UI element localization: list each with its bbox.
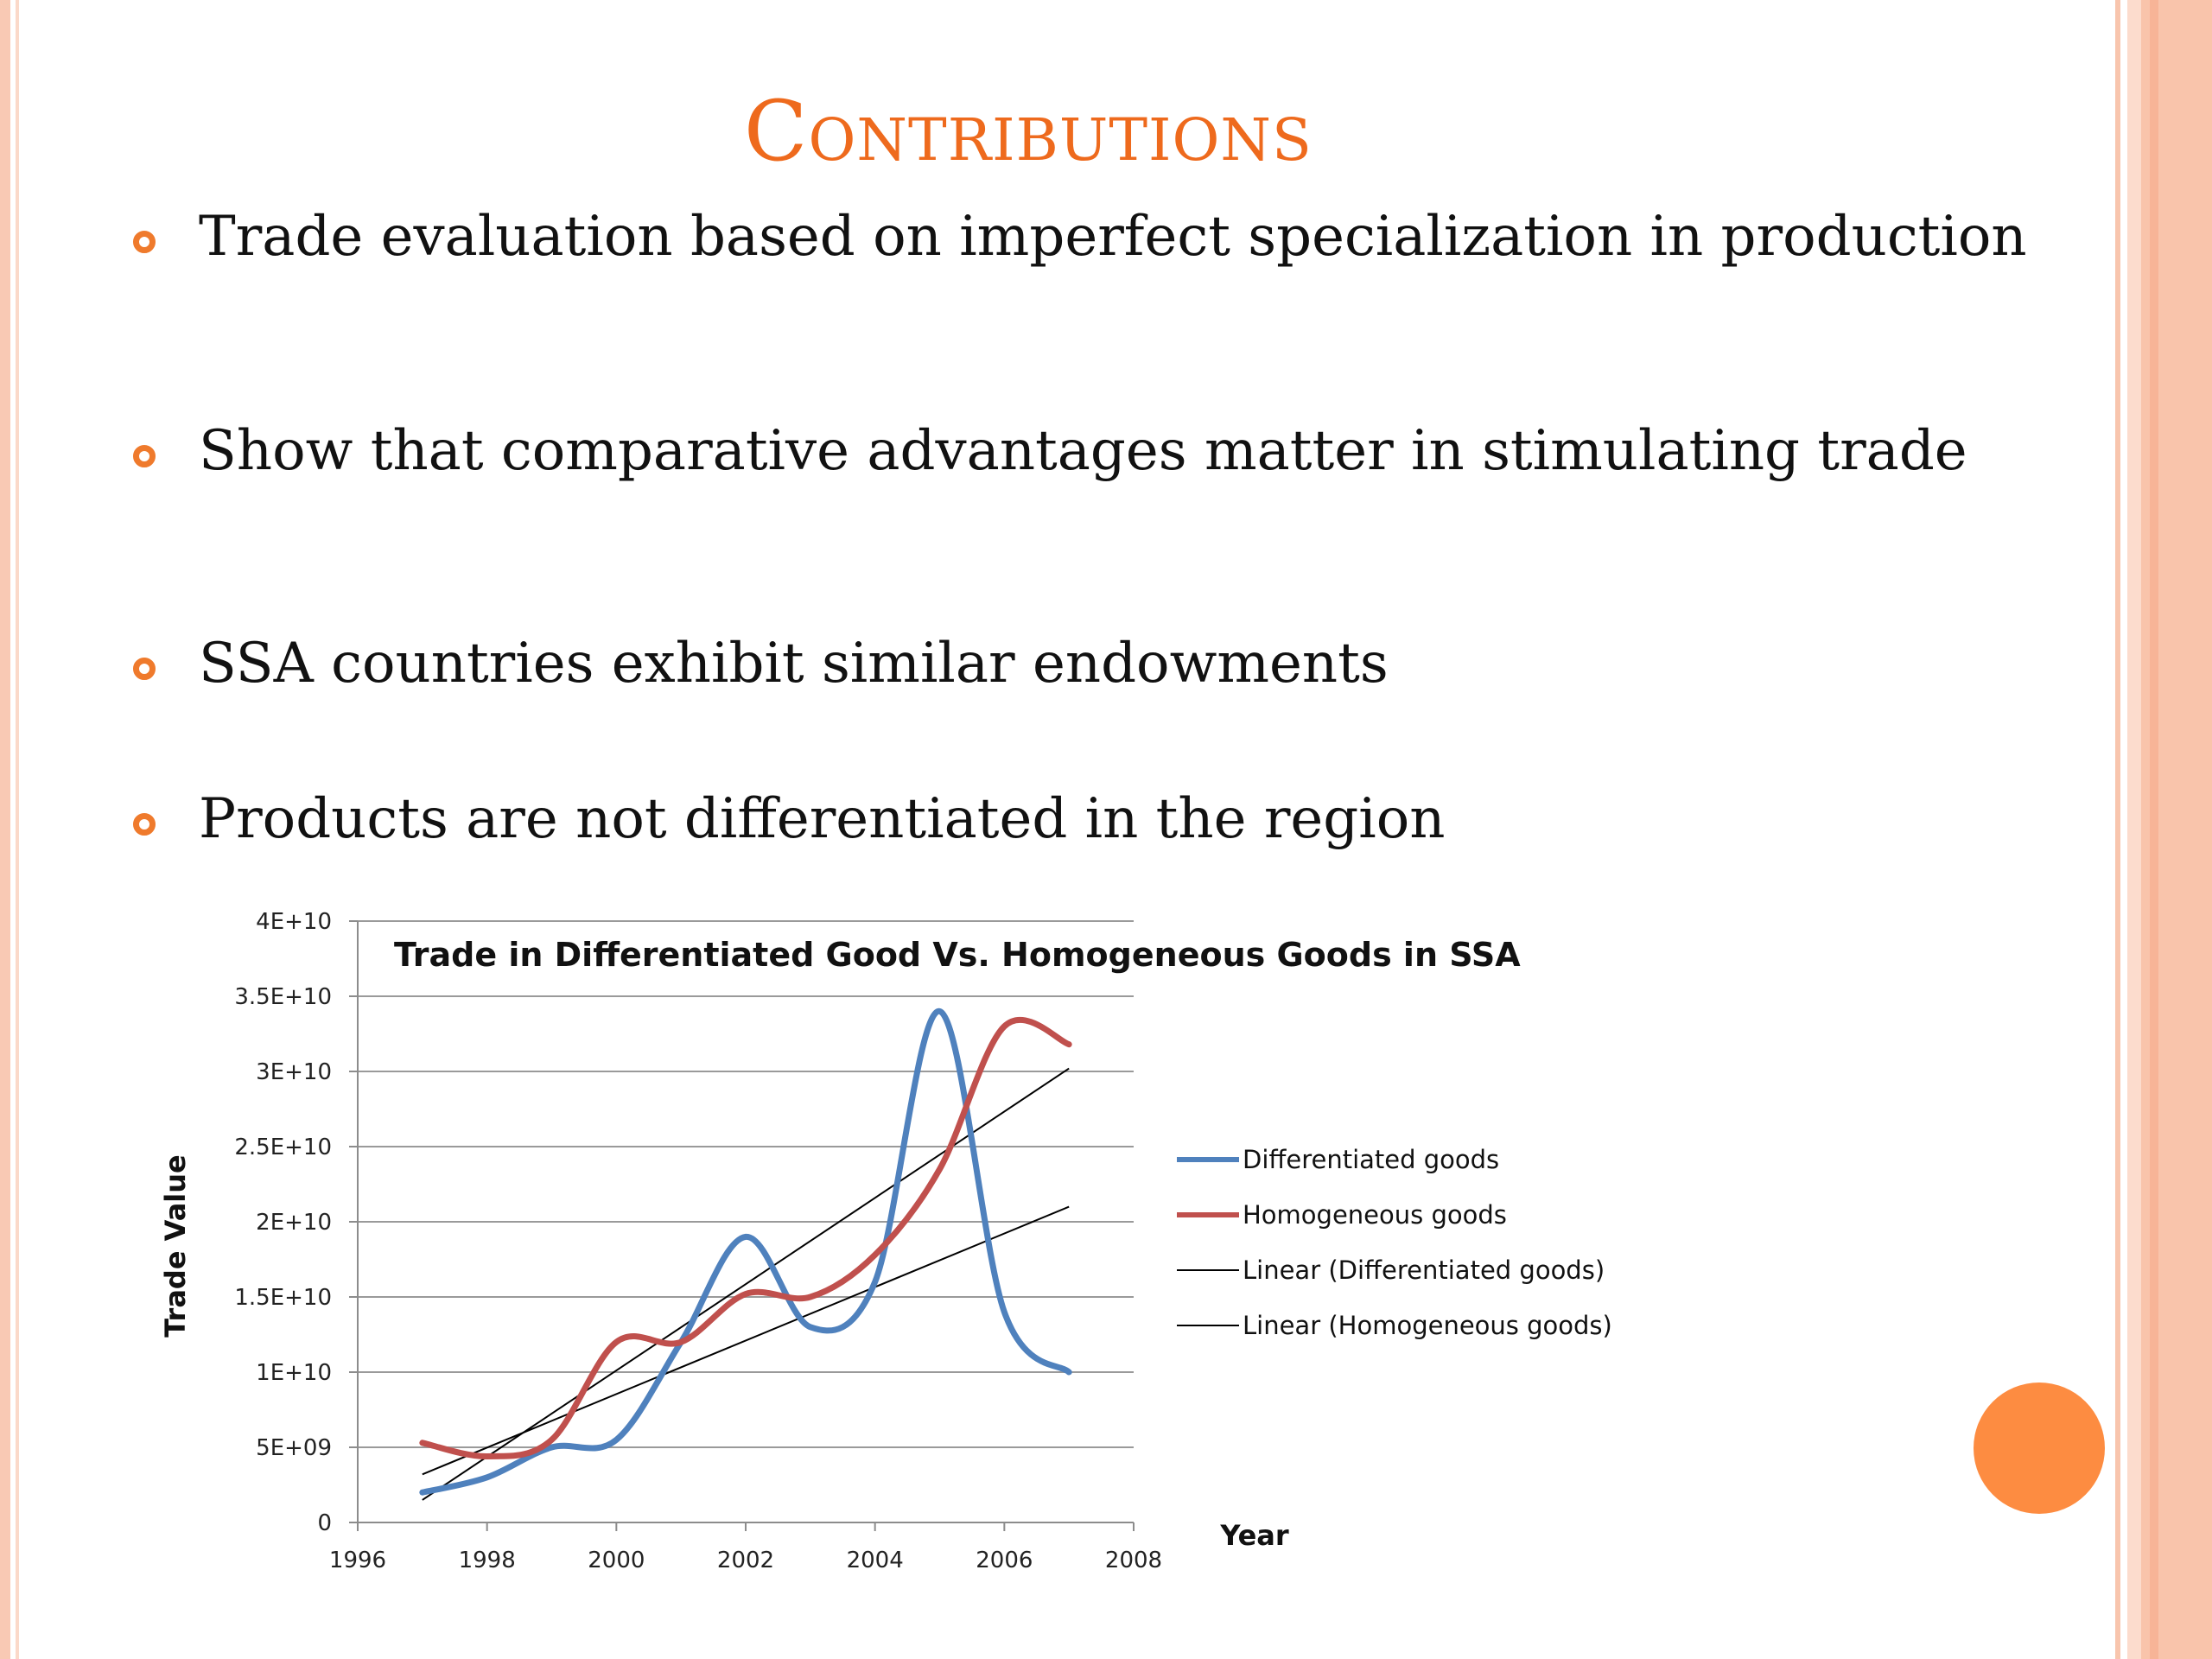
chart-gridlines: [358, 920, 1134, 1448]
series-lines: [419, 1007, 1072, 1496]
series-line: [419, 1007, 1072, 1496]
x-tick-label: 2006: [976, 1548, 1033, 1573]
chart-title: Trade in Differentiated Good Vs. Homogen…: [394, 936, 1521, 974]
right-border-line: [2115, 0, 2120, 1659]
bullet-text-3: SSA countries exhibit similar endowments: [199, 632, 1389, 696]
y-tick-label: 3E+10: [256, 1059, 332, 1085]
series-line: [419, 1017, 1072, 1459]
right-border-strip-light: [2127, 0, 2141, 1659]
y-tick-label: 3.5E+10: [234, 984, 332, 1010]
y-axis-title: Trade Value: [159, 1154, 192, 1338]
x-axis-title: Year: [1219, 1519, 1289, 1552]
x-tick-label: 2008: [1105, 1548, 1162, 1573]
x-tick-label: 2002: [717, 1548, 774, 1573]
bullet-icon: [133, 231, 156, 253]
bullet-text-1: Trade evaluation based on imperfect spec…: [199, 205, 2027, 269]
trendline: [422, 1067, 1070, 1501]
chart-legend: Differentiated goods Homogeneous goods Lin…: [1177, 1145, 1612, 1340]
y-tick-label: 2.5E+10: [234, 1135, 332, 1160]
bullet-icon: [133, 445, 156, 467]
y-tick-label: 1.5E+10: [234, 1285, 332, 1311]
x-tick-label: 1996: [329, 1548, 386, 1573]
y-tick-label: 0: [317, 1510, 332, 1536]
legend-label: Homogeneous goods: [1243, 1200, 1507, 1230]
trendline: [422, 1205, 1070, 1476]
bullet-text-4: Products are not differentiated in the r…: [199, 787, 1446, 851]
bullet-icon: [133, 813, 156, 836]
slide-title: Contributions: [744, 83, 1313, 180]
x-tick-label: 1998: [459, 1548, 516, 1573]
chart-axes: 0 5E+09 1E+10 1.5E+10 2E+10 2.5E+10 3E+10 3.5E+…: [234, 909, 1162, 1573]
legend-label: Linear (Differentiated goods): [1243, 1255, 1605, 1285]
right-border-band: [2150, 0, 2158, 1659]
left-border-line: [16, 0, 19, 1659]
y-tick-label: 1E+10: [256, 1360, 332, 1386]
x-tick-label: 2000: [588, 1548, 645, 1573]
trendlines: [422, 1067, 1070, 1501]
y-tick-label: 5E+09: [256, 1435, 332, 1461]
y-tick-label: 2E+10: [256, 1210, 332, 1236]
y-tick-label: 4E+10: [256, 909, 332, 935]
left-border-strip: [0, 0, 10, 1659]
bullet-text-2: Show that comparative advantages matter …: [199, 419, 1967, 483]
x-tick-label: 2004: [847, 1548, 904, 1573]
legend-label: Linear (Homogeneous goods): [1243, 1311, 1612, 1340]
bullet-icon: [133, 658, 156, 680]
legend-label: Differentiated goods: [1243, 1145, 1499, 1174]
decorative-circle: [1974, 1382, 2105, 1514]
